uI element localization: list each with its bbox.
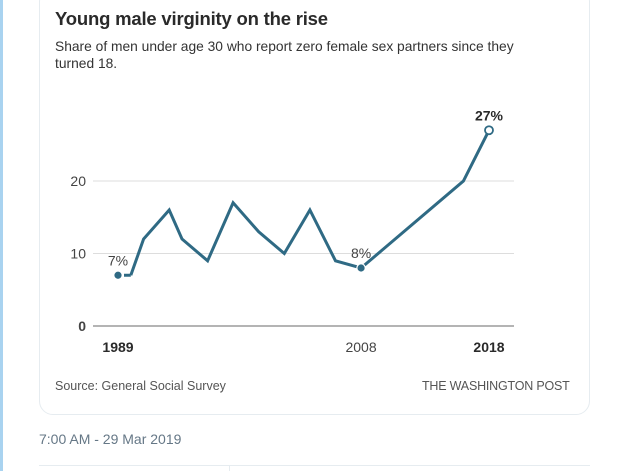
divider-vertical <box>229 465 230 471</box>
y-tick-label-20: 20 <box>70 173 86 189</box>
chart-title: Young male virginity on the rise <box>55 8 328 29</box>
axis-layer: 0 10 20 1989 2008 2018 <box>70 173 504 355</box>
x-tick-label-2008: 2008 <box>345 339 376 355</box>
left-border-rail <box>0 0 3 471</box>
chart-subtitle: Share of men under age 30 who report zer… <box>55 39 514 71</box>
x-tick-label-1989: 1989 <box>102 339 133 355</box>
publisher-credit: THE WASHINGTON POST <box>422 379 570 393</box>
tweet-timestamp[interactable]: 7:00 AM - 29 Mar 2019 <box>39 431 182 447</box>
y-tick-label-0: 0 <box>78 318 86 334</box>
x-tick-label-2018: 2018 <box>473 339 504 355</box>
marker-layer: 7% 8% 27% <box>108 107 504 281</box>
y-tick-label-10: 10 <box>70 246 86 262</box>
data-label-1989: 7% <box>108 252 128 268</box>
source-note: Source: General Social Survey <box>55 379 226 393</box>
data-label-2008: 8% <box>351 245 371 261</box>
divider <box>39 465 590 466</box>
point-marker-1989 <box>113 270 123 281</box>
point-marker-2008 <box>356 263 366 273</box>
chart-card[interactable] <box>39 0 590 415</box>
data-label-2018: 27% <box>475 107 504 123</box>
point-marker-2018 <box>484 125 494 136</box>
grid-layer <box>93 180 514 327</box>
